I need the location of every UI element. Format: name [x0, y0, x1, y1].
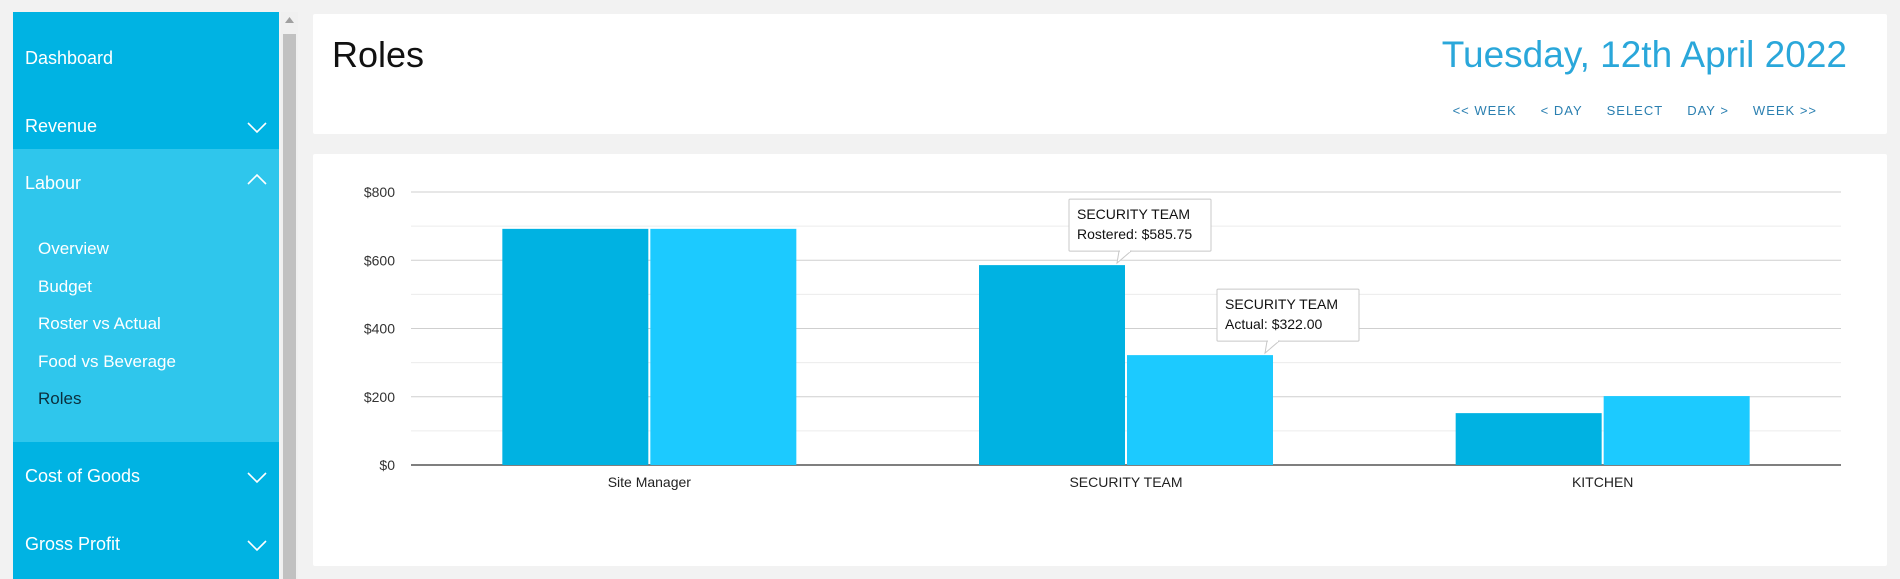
- sidebar-item-label: Dashboard: [25, 47, 114, 68]
- chart-card: $0 $200 $400 $600 $800 Site Manager SECURITY T…: [313, 154, 1887, 566]
- prev-week-link[interactable]: << WEEK: [1452, 103, 1517, 118]
- prev-day-link[interactable]: < DAY: [1540, 103, 1583, 118]
- bar-rostered: [979, 265, 1125, 465]
- page-title: Roles: [332, 34, 425, 75]
- sidebar-subitem-food-vs-beverage[interactable]: Food vs Beverage: [38, 352, 176, 371]
- date-navigation: << WEEK < DAY SELECT DAY > WEEK >>: [1453, 103, 1817, 118]
- sidebar-item-label: Gross Profit: [25, 533, 121, 554]
- scrollbar-thumb[interactable]: [283, 34, 296, 579]
- sidebar-item-cost-of-goods[interactable]: Cost of Goods: [13, 442, 279, 510]
- sidebar-subitem-overview[interactable]: Overview: [38, 239, 109, 258]
- tooltip-value: Rostered: $585.75: [1077, 226, 1192, 242]
- bar-rostered: [502, 228, 649, 465]
- tooltip-value: Actual: $322.00: [1225, 316, 1323, 332]
- sidebar-item-label: Labour: [25, 172, 82, 193]
- labour-section: Labour Overview Budget Roster vs Actual …: [13, 149, 279, 442]
- chevron-down-icon: [247, 472, 267, 484]
- y-tick-label: $200: [364, 389, 395, 405]
- x-tick-label: Site Manager: [608, 474, 692, 490]
- chevron-down-icon: [247, 122, 267, 134]
- sidebar-item-label: Revenue: [25, 115, 98, 136]
- bar-actual: [1127, 355, 1273, 465]
- sidebar-item-dashboard[interactable]: Dashboard: [13, 24, 279, 92]
- tooltip-box: [1216, 288, 1360, 342]
- sidebar: Dashboard Revenue Labour Overview Budget…: [13, 12, 279, 579]
- tooltip-box: [1068, 198, 1212, 252]
- tooltip-title: SECURITY TEAM: [1077, 206, 1190, 222]
- sidebar-scrollbar[interactable]: [281, 12, 298, 579]
- sidebar-item-label: Cost of Goods: [25, 465, 141, 486]
- roles-bar-chart: $0 $200 $400 $600 $800 Site Manager SECURITY T…: [364, 184, 1841, 490]
- bar-actual: [1603, 396, 1750, 465]
- sidebar-subitem-budget[interactable]: Budget: [38, 277, 92, 296]
- bar-actual: [650, 228, 797, 465]
- select-date-link[interactable]: SELECT: [1606, 103, 1664, 118]
- y-tick-label: $800: [364, 184, 395, 200]
- tooltip-title: SECURITY TEAM: [1225, 296, 1338, 312]
- next-week-link[interactable]: WEEK >>: [1752, 103, 1817, 118]
- x-tick-label: KITCHEN: [1572, 474, 1633, 490]
- bar-rostered: [1455, 413, 1602, 465]
- y-tick-label: $0: [379, 457, 395, 473]
- tooltip-pointer: [1116, 250, 1133, 265]
- sidebar-subitem-roles[interactable]: Roles: [38, 389, 82, 408]
- header-card: Roles Tuesday, 12th April 2022 << WEEK <…: [313, 14, 1887, 134]
- sidebar-subitem-roster-vs-actual[interactable]: Roster vs Actual: [38, 314, 161, 333]
- x-tick-label: SECURITY TEAM: [1069, 474, 1182, 490]
- sidebar-item-gross-profit[interactable]: Gross Profit: [13, 510, 279, 578]
- y-tick-label: $600: [364, 252, 395, 268]
- date-title: Tuesday, 12th April 2022: [1441, 34, 1847, 75]
- sidebar-item-labour[interactable]: Labour: [13, 149, 279, 217]
- scroll-up-icon[interactable]: [285, 17, 294, 23]
- y-tick-label: $400: [364, 321, 395, 337]
- next-day-link[interactable]: DAY >: [1687, 103, 1729, 118]
- sidebar-item-revenue[interactable]: Revenue: [13, 92, 279, 160]
- tooltip-pointer: [1264, 340, 1281, 355]
- chevron-down-icon: [247, 540, 267, 552]
- chevron-up-icon: [247, 173, 267, 185]
